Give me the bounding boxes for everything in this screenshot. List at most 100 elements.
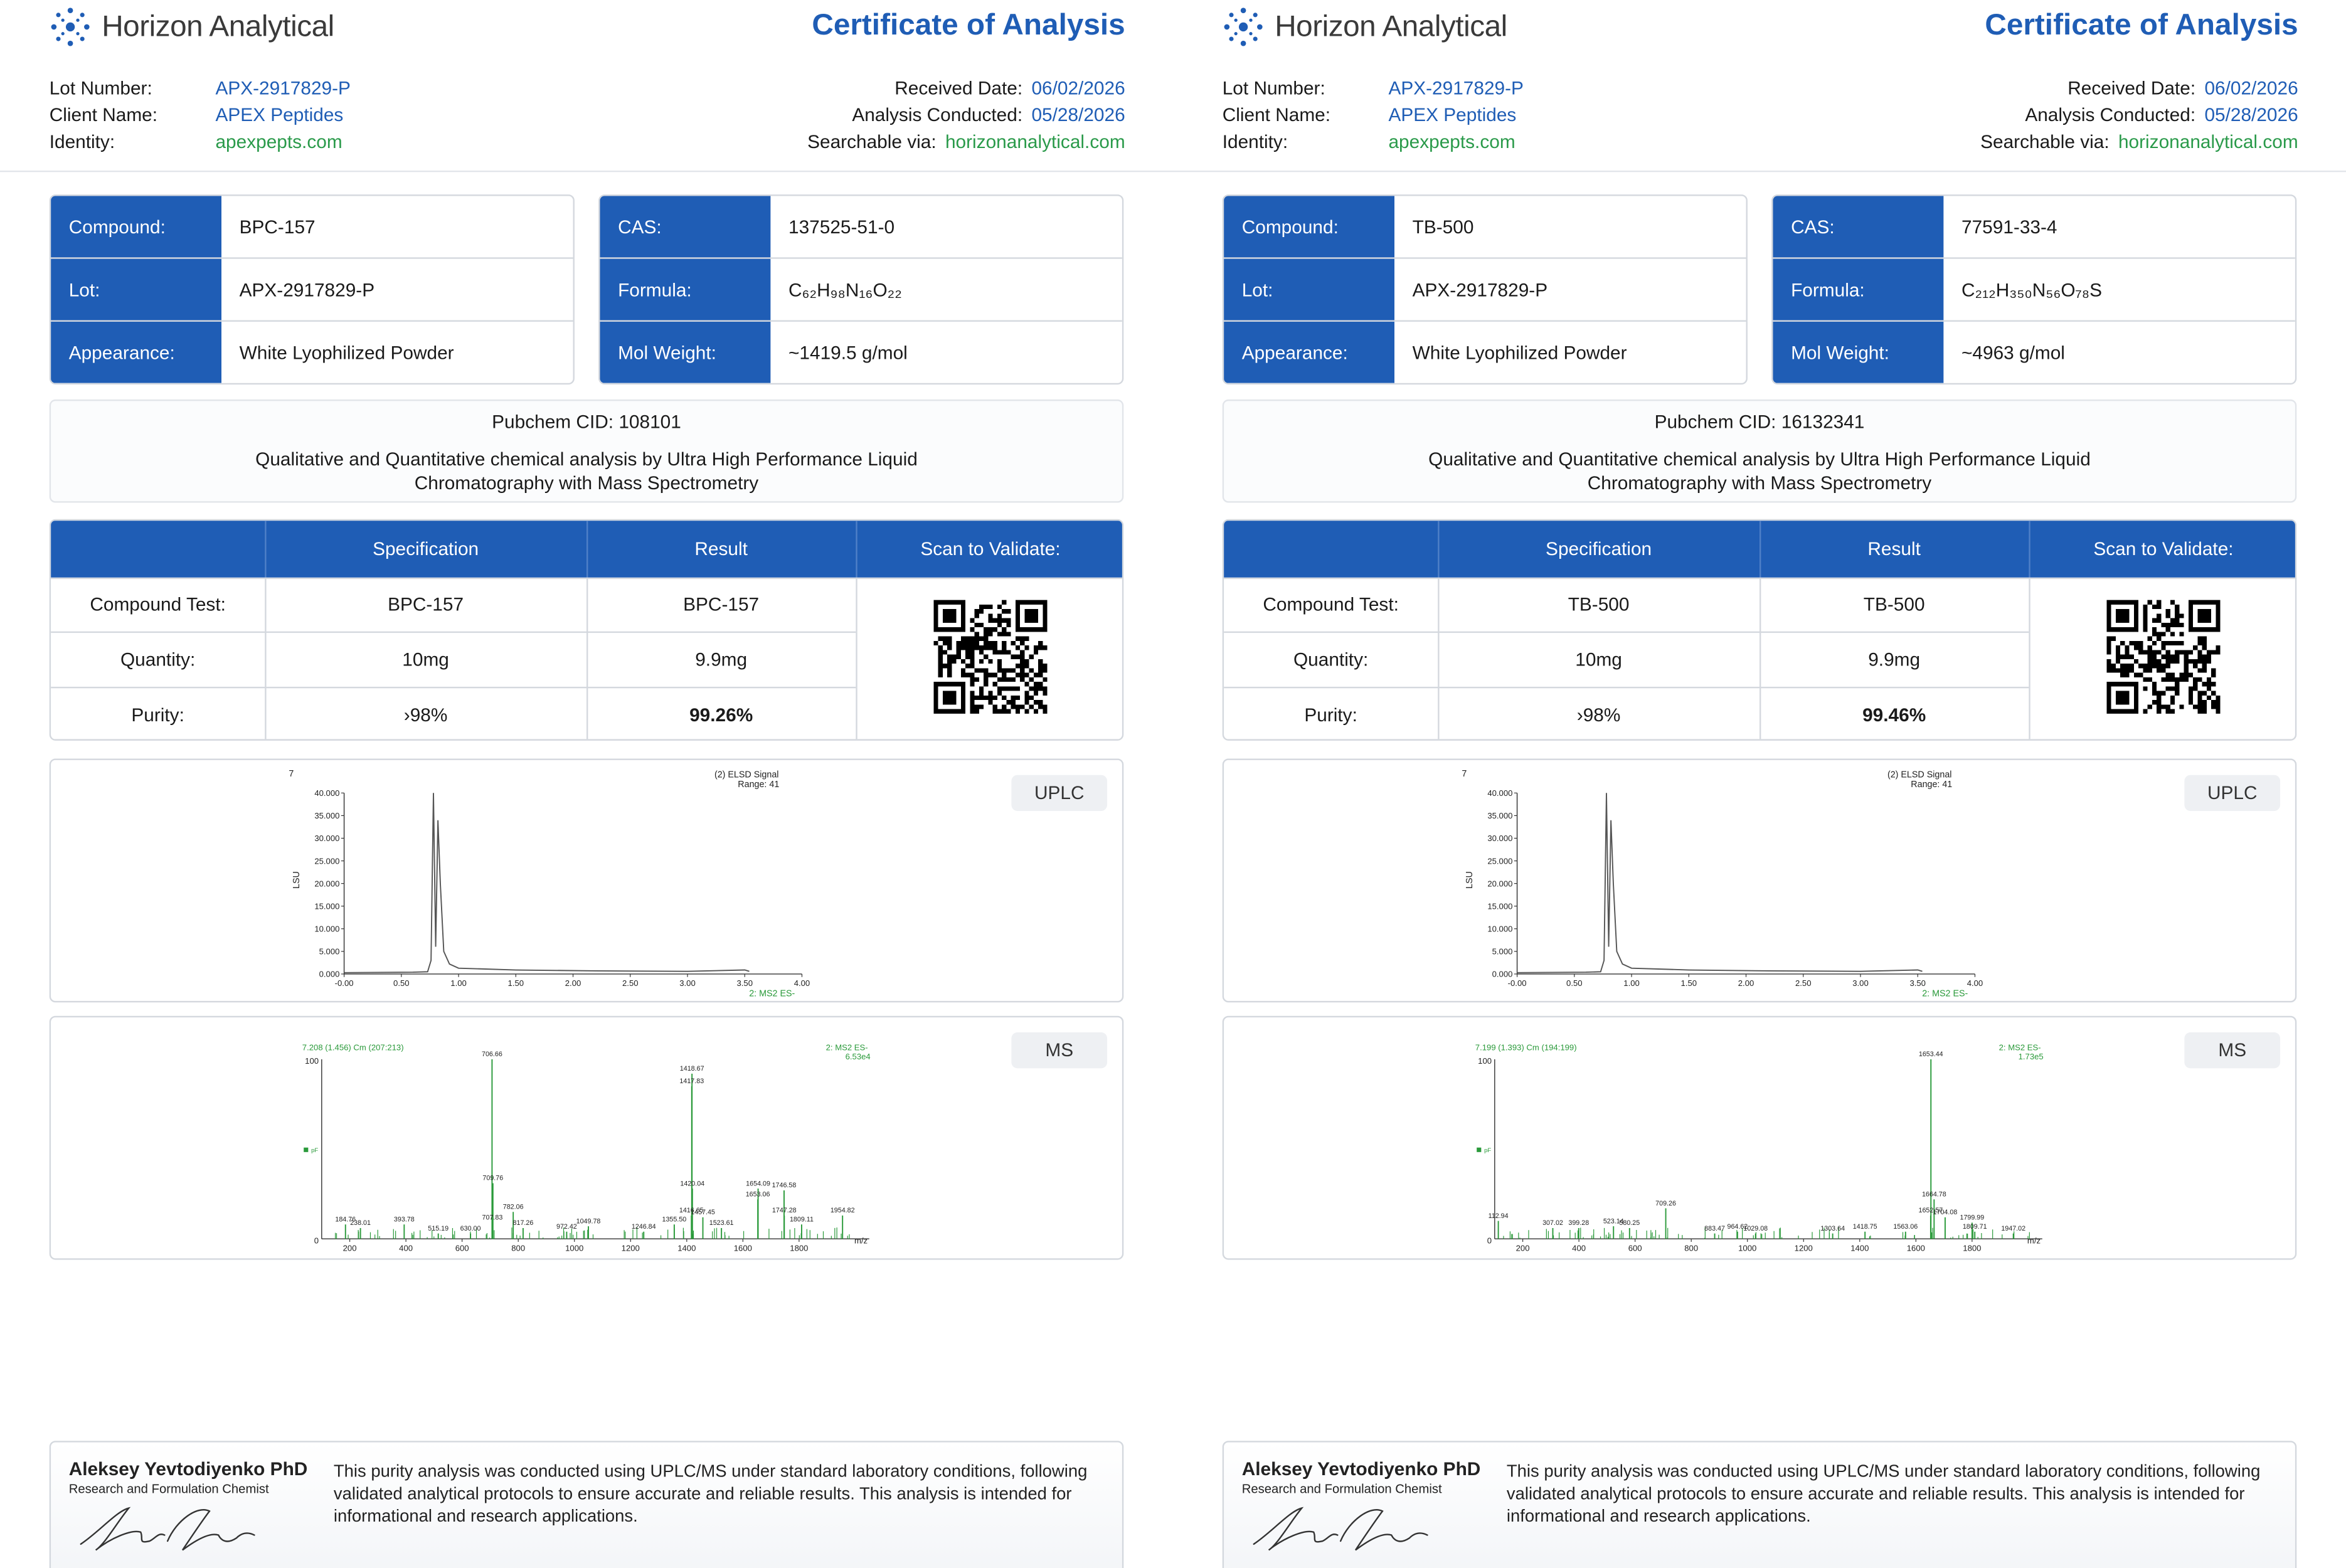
uplc-range-label: Range: 41 [1911,780,1952,790]
ms-y-zero-label: 0 [1487,1236,1492,1245]
info-value: APX-2917829-P [239,278,375,300]
identity-link[interactable]: apexpepts.com [1388,131,1515,153]
meta-value: APEX Peptides [1388,104,1517,126]
ms-x-tick: 200 [1516,1243,1530,1253]
header-result: Result [694,538,748,560]
uplc-x-tick: 3.50 [1909,978,1926,988]
ms-peak-label: 1418.67 [680,1065,704,1073]
ms-peak-label: 393.78 [394,1216,415,1224]
ms-x-tick: 200 [343,1243,357,1253]
ms-channel-label: 2: MS2 ES- [826,1043,868,1052]
header-specification: Specification [373,538,479,560]
info-value: APX-2917829-P [1412,278,1548,300]
ms-x-tick: 800 [1684,1243,1698,1253]
ms-peak-label: 1029.08 [1743,1225,1768,1232]
ms-peak-label: 1799.99 [1960,1214,1984,1222]
ms-x-tick: 1600 [734,1243,752,1253]
search-site-link[interactable]: horizonanalytical.com [2118,131,2298,153]
uplc-footer-label: 2: MS2 ES- [749,989,795,999]
info-value: TB-500 [1412,216,1474,238]
info-value: White Lyophilized Powder [239,342,454,363]
uplc-y-tick: 25.000 [1487,856,1512,866]
meta-searchable: Searchable via: horizonanalytical.com [676,129,1125,156]
ms-x-tick: 400 [1572,1243,1586,1253]
ms-x-tick: 1600 [1907,1243,1925,1253]
uplc-x-tick: 4.00 [794,978,810,988]
spec-purity: ›98% [1576,704,1621,725]
certificate-title: Certificate of Analysis [812,9,1125,42]
uplc-axes: 40.000 35.000 30.000 25.000 20.000 15.000 10.0… [1487,788,1983,988]
spec-quantity: 10mg [1575,649,1622,670]
uplc-x-tick: 3.00 [679,978,696,988]
results-table: Specification Result Scan to Validate: C… [1222,519,2297,741]
validation-qr-code-icon[interactable] [933,600,1048,714]
meta-identity: Identity: apexpepts.com [50,129,469,156]
meta-lot-number: Lot Number: APX-2917829-P [50,75,469,102]
uplc-y-tick: 15.000 [314,901,339,911]
ms-channel-marker [304,1147,309,1152]
info-row: Compound: TB-500 [1224,196,1746,259]
info-value: 77591-33-4 [1961,216,2057,238]
info-value: BPC-157 [239,216,316,238]
chemical-info-table: CAS: 137525-51-0 Formula: C₆₂H₉₈N₁₆O₂₂ Mol… [598,194,1124,385]
ms-peak-label: 1303.64 [1820,1225,1845,1232]
header-divider-line [856,521,857,578]
info-row: Appearance: White Lyophilized Powder [1224,321,1746,383]
uplc-tag: UPLC [1011,775,1108,811]
meta-value: APX-2917829-P [1388,78,1524,99]
header-scan-to-validate: Scan to Validate: [920,538,1061,560]
uplc-y-tick: 25.000 [314,856,339,866]
certificate-2: Horizon Analytical Certificate of Analys… [1172,0,2346,1568]
info-label: Compound: [51,196,222,258]
spec-quantity: 10mg [402,649,449,670]
info-row: Formula: C₂₁₂H₃₅₀N₅₆O₇₈S [1773,258,2295,322]
ms-spectrum-panel: 7.208 (1.456) Cm (207:213) 2: MS2 ES- 6.… [49,1015,1124,1260]
handwritten-signature [1253,1507,1428,1551]
uplc-y-tick: 10.000 [1487,924,1512,934]
meta-label: Lot Number: [1222,78,1325,99]
ms-peak-label: 1418.75 [1853,1223,1877,1231]
analyst-role: Research and Formulation Chemist [68,1481,269,1496]
meta-value: 06/02/2026 [1031,78,1125,99]
identity-link[interactable]: apexpepts.com [215,131,342,153]
ms-peak-label: 1049.78 [576,1217,601,1225]
ms-peak-label: 782.06 [503,1203,524,1210]
uplc-x-tick: 3.50 [736,978,753,988]
analyst-name: Aleksey Yevtodiyenko PhD [68,1458,308,1480]
search-site-link[interactable]: horizonanalytical.com [945,131,1125,153]
uplc-y-tick: 40.000 [1487,788,1512,798]
ms-peak-label: 515.19 [428,1225,449,1232]
meta-lot-number: Lot Number: APX-2917829-P [1223,75,1642,102]
ms-peak-label: 1417.83 [679,1078,704,1085]
info-row: Mol Weight: ~4963 g/mol [1773,321,2295,383]
validation-qr-code-icon[interactable] [2106,600,2221,714]
info-value: C₂₁₂H₃₅₀N₅₆O₇₈S [1961,278,2103,300]
compound-info-table: Compound: BPC-157 Lot: APX-2917829-P Appea… [49,194,575,385]
info-label: Compound: [1224,196,1395,258]
ms-peak-label: 399.28 [1568,1219,1589,1227]
ms-x-tick: 1200 [622,1243,640,1253]
uplc-tag: UPLC [2184,775,2281,811]
info-row: Mol Weight: ~1419.5 g/mol [600,321,1122,383]
ms-y-zero-label: 0 [314,1236,319,1245]
brand-name: Horizon Analytical [1275,9,1507,43]
header-result: Result [1867,538,1921,560]
uplc-range-label: Range: 41 [738,780,779,790]
ms-x-tick: 600 [455,1243,469,1253]
uplc-chromatogram: (2) ELSD Signal Range: 41 7 LSU 2: MS2 E… [289,769,810,999]
pubchem-cid: Pubchem CID: 16132341 [1654,411,1865,433]
info-label: Mol Weight: [1773,321,1944,383]
meta-label: Received Date: [2067,78,2196,99]
ms-peak-label: 580.25 [1619,1219,1640,1227]
method-description: Qualitative and Quantitative chemical an… [255,448,918,494]
ms-peak-label: 964.62 [1727,1223,1748,1231]
uplc-y-tick: 30.000 [314,834,339,843]
uplc-y-tick: 20.000 [314,879,339,888]
column-line [586,577,588,739]
uplc-trace-line [1517,793,1923,973]
meta-received-date: Received Date: 06/02/2026 [1849,75,2298,102]
info-value: ~4963 g/mol [1961,342,2065,363]
ms-peak-label: 817.26 [513,1219,534,1227]
meta-label: Identity: [49,131,115,153]
